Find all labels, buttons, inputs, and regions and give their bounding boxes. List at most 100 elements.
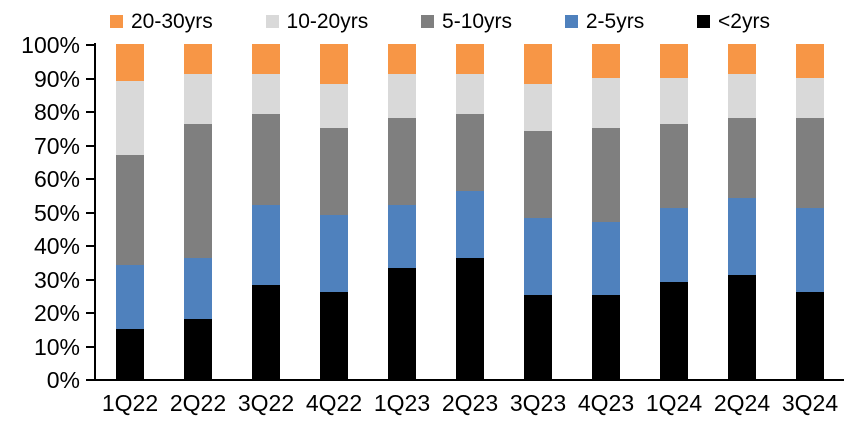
bar-segment-5-10yrs [456, 114, 484, 192]
bar-segment-5-10yrs [184, 124, 212, 259]
bar-segment-10-20yrs [592, 77, 620, 128]
bar-segment-10-20yrs [728, 74, 756, 118]
x-axis-label-4q22: 4Q22 [305, 390, 363, 416]
legend-swatch-icon [421, 14, 435, 28]
y-axis-tick [86, 345, 94, 348]
x-axis-label-2q22: 2Q22 [169, 390, 227, 416]
bar-segment-5-10yrs [320, 127, 348, 215]
x-axis-line [94, 379, 844, 381]
legend-label: 20-30yrs [131, 9, 213, 33]
x-axis-label-2q23: 2Q23 [441, 390, 499, 416]
bar-segment-2-5yrs [524, 218, 552, 296]
y-axis-tick [86, 144, 94, 147]
y-axis-tick-label: 40% [33, 233, 80, 259]
x-axis-label-3q22: 3Q22 [237, 390, 295, 416]
bar-2q24 [728, 44, 756, 379]
x-axis-label-3q24: 3Q24 [781, 390, 839, 416]
bar-3q23 [524, 44, 552, 379]
y-axis-tick-label: 60% [33, 166, 80, 192]
bar-3q22 [252, 44, 280, 379]
legend-item-20-30yrs: 20-30yrs [110, 11, 213, 32]
bar-segment-20-30yrs [456, 44, 484, 75]
y-axis-tick-label: 30% [33, 266, 80, 293]
legend-label: 5-10yrs [442, 9, 513, 33]
plot-area [96, 44, 844, 379]
bar-segment--2yrs [796, 291, 824, 379]
y-axis-tick [86, 178, 94, 180]
bar-segment-2-5yrs [320, 214, 348, 292]
bar-2q22 [184, 44, 212, 379]
legend-label: 10-20yrs [286, 9, 369, 33]
bar-segment-2-5yrs [592, 221, 620, 296]
y-axis-tick [86, 111, 94, 113]
bar-segment-10-20yrs [456, 74, 484, 115]
legend-label: 2-5yrs [585, 9, 645, 33]
bar-segment-10-20yrs [524, 84, 552, 132]
bar-segment--2yrs [320, 291, 348, 379]
bar-segment--2yrs [728, 275, 756, 379]
legend-item-5-10yrs: 5-10yrs [421, 11, 512, 32]
bar-segment-2-5yrs [728, 198, 756, 276]
bar-segment-2-5yrs [660, 208, 688, 282]
y-axis-tick-label: 100% [21, 32, 80, 58]
legend-swatch-icon [564, 14, 578, 28]
y-axis-tick-label: 80% [33, 99, 80, 125]
bar-4q23 [592, 44, 620, 379]
bar-segment-5-10yrs [592, 127, 620, 222]
bar-segment-2-5yrs [796, 208, 824, 292]
bar-segment-10-20yrs [252, 74, 280, 115]
bar-segment-10-20yrs [796, 77, 824, 118]
y-axis-tick-label: 70% [33, 132, 80, 159]
bar-segment--2yrs [660, 281, 688, 379]
x-axis-label-3q23: 3Q23 [509, 390, 567, 416]
bar-segment-20-30yrs [116, 44, 144, 81]
y-axis-tick [86, 245, 94, 247]
y-axis-tick [86, 379, 94, 381]
y-axis-tick-label: 50% [33, 199, 80, 226]
y-axis-tick-label: 20% [33, 300, 80, 326]
legend-label: <2yrs [718, 9, 770, 33]
y-axis-tick [86, 77, 94, 80]
bar-segment-5-10yrs [252, 114, 280, 205]
bar-segment-20-30yrs [320, 44, 348, 85]
bar-segment--2yrs [388, 268, 416, 379]
bar-segment-20-30yrs [388, 44, 416, 75]
legend-swatch-icon [697, 14, 711, 28]
y-axis-tick-label: 90% [33, 65, 80, 92]
bar-segment-2-5yrs [388, 204, 416, 269]
bar-segment-10-20yrs [320, 84, 348, 128]
x-axis-label-1q23: 1Q23 [373, 390, 431, 416]
y-axis-tick [86, 312, 94, 314]
bar-segment--2yrs [524, 295, 552, 379]
legend-item-2-5yrs: 2-5yrs [564, 9, 645, 33]
bar-segment--2yrs [592, 295, 620, 379]
bar-segment-20-30yrs [252, 44, 280, 75]
bar-segment-2-5yrs [252, 204, 280, 286]
y-axis-tick [86, 211, 94, 214]
bar-segment-20-30yrs [184, 44, 212, 75]
bar-segment-10-20yrs [184, 74, 212, 125]
bar-segment-20-30yrs [660, 44, 688, 78]
bar-segment-2-5yrs [184, 258, 212, 319]
bar-1q23 [388, 44, 416, 379]
x-axis-label-1q22: 1Q22 [101, 390, 159, 416]
y-axis-tick-label: 10% [33, 333, 80, 360]
legend-item--2yrs: <2yrs [697, 11, 770, 32]
bar-segment-5-10yrs [524, 131, 552, 219]
bar-1q22 [116, 44, 144, 379]
bar-segment--2yrs [116, 328, 144, 379]
y-axis-tick [86, 44, 94, 46]
bar-1q24 [660, 44, 688, 379]
bar-segment-20-30yrs [728, 44, 756, 75]
bar-3q24 [796, 44, 824, 379]
bar-segment-2-5yrs [116, 265, 144, 329]
x-axis-label-4q23: 4Q23 [577, 390, 635, 416]
bar-segment-5-10yrs [116, 154, 144, 266]
bar-segment--2yrs [456, 258, 484, 379]
bar-segment-20-30yrs [796, 44, 824, 78]
bar-segment-10-20yrs [660, 77, 688, 125]
bar-segment-10-20yrs [116, 80, 144, 155]
bar-segment-5-10yrs [388, 117, 416, 205]
x-axis-labels: 1Q22 2Q22 3Q22 4Q22 1Q23 2Q23 3Q23 4Q23 1Q24 2Q24… [96, 390, 844, 416]
chart-legend: 20-30yrs 10-20yrs 5-10yrs 2-5yrs <2yrs [110, 8, 770, 34]
